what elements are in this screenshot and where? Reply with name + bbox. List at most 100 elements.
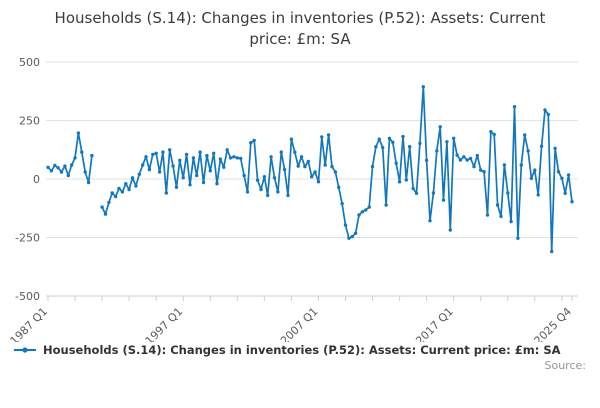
data-point-marker[interactable] — [418, 141, 422, 146]
data-point-marker[interactable] — [411, 186, 415, 191]
data-point-marker[interactable] — [188, 183, 192, 187]
data-point-marker[interactable] — [205, 153, 209, 158]
data-point-marker[interactable] — [533, 168, 537, 172]
data-point-marker[interactable] — [63, 164, 67, 168]
data-point-marker[interactable] — [154, 151, 158, 155]
chart-legend[interactable]: Households (S.14): Changes in inventorie… — [0, 343, 600, 357]
data-point-marker[interactable] — [519, 163, 523, 167]
data-point-marker[interactable] — [472, 164, 476, 169]
data-point-marker[interactable] — [255, 178, 260, 182]
data-point-marker[interactable] — [134, 184, 138, 188]
data-point-marker[interactable] — [381, 145, 385, 150]
data-point-marker[interactable] — [539, 144, 544, 148]
data-point-marker[interactable] — [424, 158, 429, 162]
data-point-marker[interactable] — [303, 164, 307, 169]
data-point-marker[interactable] — [232, 155, 236, 159]
data-point-marker[interactable] — [475, 153, 479, 158]
data-point-marker[interactable] — [151, 152, 155, 157]
data-point-marker[interactable] — [550, 249, 554, 254]
data-point-marker[interactable] — [212, 151, 216, 155]
data-point-marker[interactable] — [279, 150, 283, 154]
data-point-marker[interactable] — [465, 158, 469, 162]
data-point-marker[interactable] — [195, 173, 199, 178]
data-point-marker[interactable] — [485, 213, 490, 217]
data-point-marker[interactable] — [272, 176, 277, 180]
data-point-marker[interactable] — [208, 169, 212, 173]
data-point-marker[interactable] — [408, 145, 412, 149]
data-point-marker[interactable] — [367, 205, 371, 209]
data-point-marker[interactable] — [435, 149, 439, 153]
data-point-marker[interactable] — [526, 149, 530, 153]
data-point-marker[interactable] — [377, 137, 381, 141]
data-point-marker[interactable] — [397, 180, 402, 184]
data-point-marker[interactable] — [262, 175, 267, 179]
data-point-marker[interactable] — [86, 180, 91, 185]
data-point-marker[interactable] — [570, 200, 574, 204]
data-point-marker[interactable] — [347, 236, 351, 240]
data-point-marker[interactable] — [137, 172, 141, 176]
data-point-marker[interactable] — [120, 190, 125, 194]
data-point-marker[interactable] — [130, 176, 135, 180]
data-point-marker[interactable] — [242, 173, 246, 178]
data-point-marker[interactable] — [296, 164, 300, 168]
data-point-marker[interactable] — [144, 155, 148, 159]
data-point-marker[interactable] — [499, 214, 503, 219]
data-point-marker[interactable] — [198, 150, 202, 154]
data-point-marker[interactable] — [164, 191, 168, 195]
data-point-marker[interactable] — [161, 150, 165, 154]
data-point-marker[interactable] — [445, 140, 449, 144]
data-point-marker[interactable] — [553, 146, 557, 150]
data-point-marker[interactable] — [222, 165, 226, 169]
data-point-marker[interactable] — [333, 170, 338, 174]
data-point-marker[interactable] — [171, 164, 175, 168]
data-point-marker[interactable] — [110, 191, 114, 195]
data-point-marker[interactable] — [320, 135, 324, 139]
data-point-marker[interactable] — [337, 185, 341, 189]
data-point-marker[interactable] — [269, 155, 273, 159]
data-point-marker[interactable] — [563, 191, 567, 195]
data-point-marker[interactable] — [506, 191, 510, 195]
data-point-marker[interactable] — [394, 161, 398, 165]
data-point-marker[interactable] — [313, 170, 317, 174]
data-point-marker[interactable] — [83, 170, 87, 174]
data-point-marker[interactable] — [310, 175, 314, 179]
data-point-marker[interactable] — [482, 170, 486, 174]
data-point-marker[interactable] — [516, 236, 520, 240]
data-point-marker[interactable] — [282, 167, 287, 172]
data-point-marker[interactable] — [391, 140, 395, 144]
data-point-marker[interactable] — [178, 158, 182, 162]
data-point-marker[interactable] — [66, 173, 71, 178]
data-point-marker[interactable] — [536, 193, 540, 197]
data-point-marker[interactable] — [141, 163, 145, 167]
data-point-marker[interactable] — [387, 136, 392, 140]
data-point-marker[interactable] — [452, 136, 456, 140]
data-point-marker[interactable] — [431, 191, 436, 195]
data-point-marker[interactable] — [70, 163, 74, 167]
data-point-marker[interactable] — [117, 186, 121, 191]
data-point-marker[interactable] — [174, 185, 179, 189]
data-point-marker[interactable] — [316, 180, 321, 184]
chart-canvas[interactable]: 500 250 0 -250 -500 1987 Q1 1997 Q1 2007 Q1 2017… — [0, 50, 600, 342]
data-point-marker[interactable] — [360, 210, 365, 214]
data-point-marker[interactable] — [523, 133, 527, 137]
data-point-marker[interactable] — [384, 203, 388, 207]
data-point-marker[interactable] — [201, 180, 206, 185]
data-point-marker[interactable] — [127, 187, 131, 192]
data-point-marker[interactable] — [495, 203, 500, 207]
data-point-marker[interactable] — [556, 170, 561, 174]
data-point-marker[interactable] — [249, 141, 253, 145]
data-point-marker[interactable] — [421, 85, 425, 89]
data-point-marker[interactable] — [218, 157, 223, 161]
data-point-marker[interactable] — [509, 219, 513, 224]
data-point-marker[interactable] — [184, 152, 189, 157]
data-point-marker[interactable] — [59, 170, 64, 174]
data-point-marker[interactable] — [458, 158, 463, 162]
data-point-marker[interactable] — [512, 105, 517, 109]
data-point-marker[interactable] — [340, 201, 344, 206]
data-point-marker[interactable] — [374, 145, 378, 149]
data-point-marker[interactable] — [455, 153, 459, 157]
data-point-marker[interactable] — [364, 208, 368, 212]
data-point-marker[interactable] — [566, 173, 571, 177]
data-point-marker[interactable] — [441, 198, 446, 202]
data-point-marker[interactable] — [414, 191, 419, 195]
